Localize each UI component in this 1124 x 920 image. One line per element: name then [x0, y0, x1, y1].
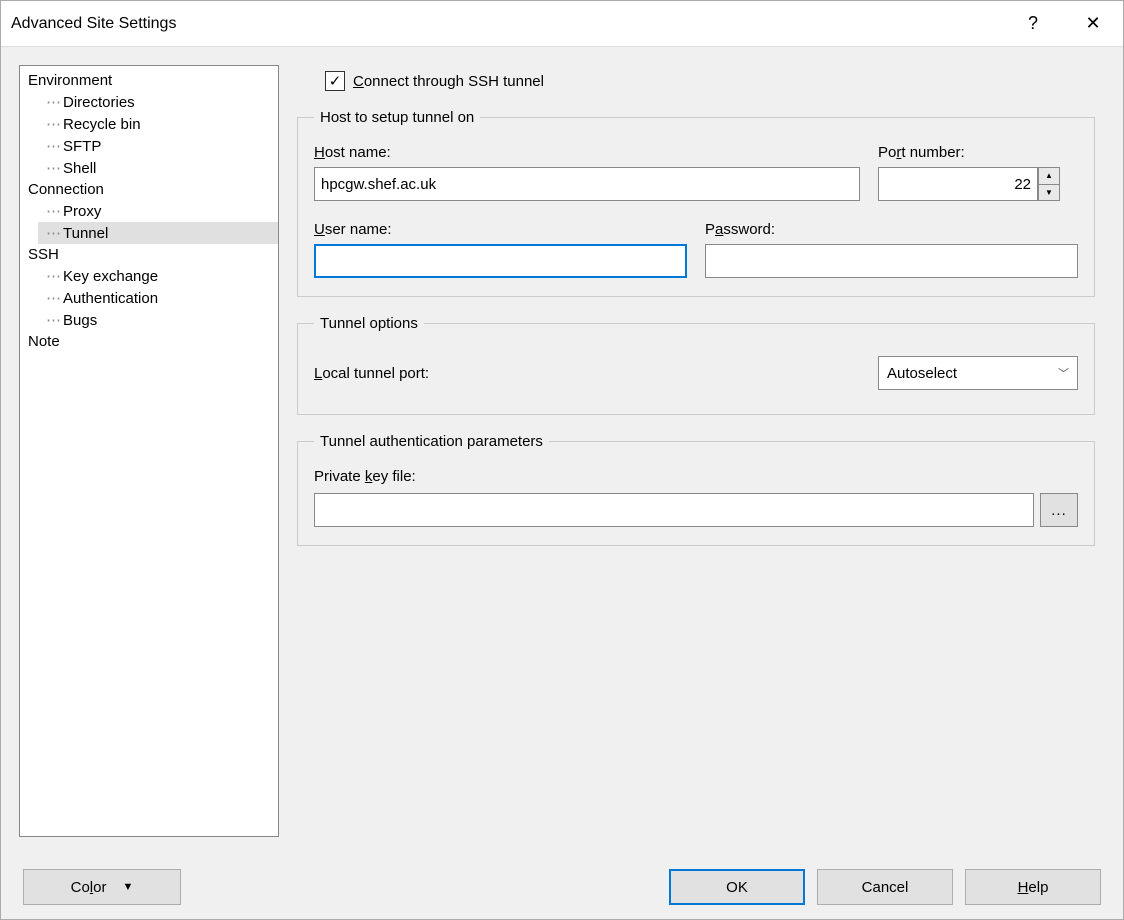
group-tunnel-options: Tunnel options Local tunnel port: Autose… [297, 315, 1095, 415]
titlebar: Advanced Site Settings ? ✕ [1, 1, 1123, 47]
cancel-label: Cancel [862, 879, 909, 896]
tree-node-key-exchange[interactable]: Key exchange [38, 265, 278, 287]
group-auth-legend: Tunnel authentication parameters [314, 433, 549, 450]
connect-tunnel-row: ✓ Connect through SSH tunnel [325, 71, 1095, 91]
color-button-label: Color [71, 879, 107, 896]
password-label: Password: [705, 221, 1078, 238]
ok-label: OK [726, 879, 748, 896]
local-port-value: Autoselect [887, 365, 957, 382]
tree-node-environment[interactable]: Environment [20, 70, 278, 91]
hostname-label: Host name: [314, 144, 860, 161]
check-icon: ✓ [329, 74, 342, 89]
username-label: User name: [314, 221, 687, 238]
tree-node-bugs[interactable]: Bugs [38, 309, 278, 331]
port-input[interactable] [878, 167, 1038, 201]
chevron-down-icon: ﹀ [1058, 365, 1069, 381]
tree-node-tunnel[interactable]: Tunnel [38, 222, 278, 244]
local-port-label: Local tunnel port: [314, 365, 429, 382]
hostname-input[interactable] [314, 167, 860, 201]
close-icon: ✕ [1085, 13, 1100, 34]
username-input[interactable] [314, 244, 687, 278]
tree-node-recycle-bin[interactable]: Recycle bin [38, 113, 278, 135]
local-port-select[interactable]: Autoselect ﹀ [878, 356, 1078, 390]
color-button[interactable]: Color ▼ [23, 869, 181, 905]
group-host-legend: Host to setup tunnel on [314, 109, 480, 126]
help-button[interactable]: ? [1003, 1, 1063, 47]
group-host: Host to setup tunnel on Host name: Port … [297, 109, 1095, 297]
help-button-footer[interactable]: Help [965, 869, 1101, 905]
dialog-footer: Color ▼ OK Cancel Help [1, 855, 1123, 919]
port-label: Port number: [878, 144, 1078, 161]
tree-node-sftp[interactable]: SFTP [38, 135, 278, 157]
main-panel: ✓ Connect through SSH tunnel Host to set… [297, 65, 1105, 855]
browse-label: ... [1051, 502, 1067, 519]
settings-tree[interactable]: Environment Directories Recycle bin SFTP… [19, 65, 279, 837]
private-key-label: Private key file: [314, 468, 416, 485]
connect-tunnel-label[interactable]: Connect through SSH tunnel [353, 73, 544, 90]
private-key-input[interactable] [314, 493, 1034, 527]
browse-key-button[interactable]: ... [1040, 493, 1078, 527]
content-area: Environment Directories Recycle bin SFTP… [1, 47, 1123, 855]
tree-node-proxy[interactable]: Proxy [38, 200, 278, 222]
tree-node-note[interactable]: Note [20, 331, 278, 352]
dropdown-arrow-icon: ▼ [122, 881, 133, 893]
port-spin-up[interactable]: ▲ [1039, 168, 1059, 185]
tree-node-directories[interactable]: Directories [38, 91, 278, 113]
close-button[interactable]: ✕ [1063, 1, 1123, 47]
help-label: Help [1018, 879, 1049, 896]
tree-node-connection[interactable]: Connection [20, 179, 278, 200]
group-auth-params: Tunnel authentication parameters Private… [297, 433, 1095, 546]
port-spinner: ▲ ▼ [878, 167, 1078, 201]
group-options-legend: Tunnel options [314, 315, 424, 332]
tree-node-ssh[interactable]: SSH [20, 244, 278, 265]
dialog-window: Advanced Site Settings ? ✕ Environment D… [0, 0, 1124, 920]
tree-node-authentication[interactable]: Authentication [38, 287, 278, 309]
ok-button[interactable]: OK [669, 869, 805, 905]
port-spin-down[interactable]: ▼ [1039, 185, 1059, 201]
port-spinner-buttons: ▲ ▼ [1038, 167, 1060, 201]
tree-node-shell[interactable]: Shell [38, 157, 278, 179]
help-icon: ? [1028, 13, 1038, 34]
cancel-button[interactable]: Cancel [817, 869, 953, 905]
password-input[interactable] [705, 244, 1078, 278]
window-title: Advanced Site Settings [11, 15, 1003, 33]
connect-tunnel-checkbox[interactable]: ✓ [325, 71, 345, 91]
